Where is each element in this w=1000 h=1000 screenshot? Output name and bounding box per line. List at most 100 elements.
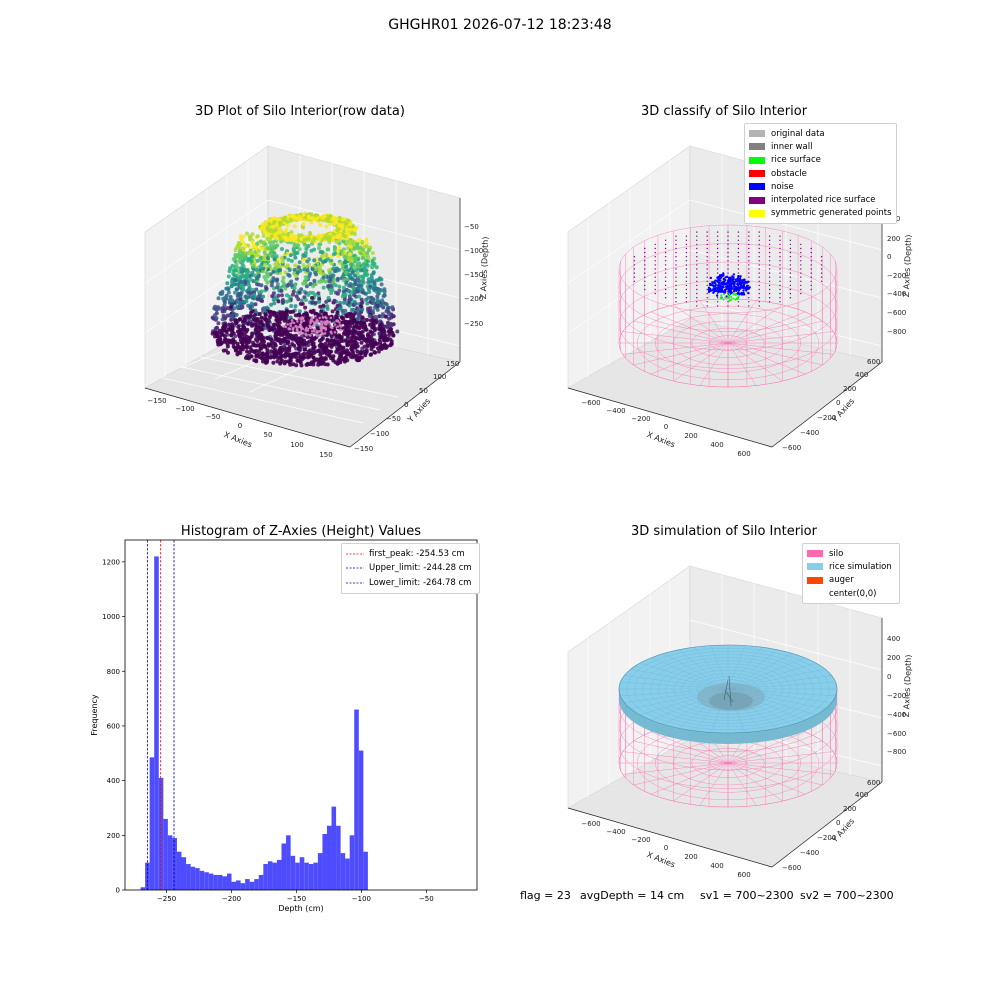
- scatter-point: [233, 334, 238, 339]
- panel1-axes-box: [144, 145, 461, 448]
- scatter-point: [256, 334, 261, 339]
- scatter-point: [278, 345, 283, 350]
- noise-point: [736, 283, 740, 286]
- histogram-bar: [290, 855, 296, 890]
- scatter-point: [222, 324, 226, 329]
- scatter-point: [335, 317, 340, 322]
- scatter-point: [314, 236, 319, 241]
- scatter-point: [242, 332, 247, 337]
- scatter-point: [321, 322, 326, 327]
- noise-point: [737, 293, 741, 296]
- scatter-point: [235, 293, 240, 298]
- scatter-point: [274, 260, 279, 265]
- interpolated-point: [716, 239, 719, 241]
- scatter-point: [282, 237, 287, 242]
- scatter-point: [265, 347, 270, 352]
- scatter-point: [271, 277, 276, 282]
- scatter-point: [241, 299, 246, 304]
- scatter-point: [297, 320, 302, 324]
- scatter-point: [213, 317, 218, 322]
- noise-point: [738, 279, 741, 283]
- scatter-point: [300, 224, 305, 229]
- scatter-point: [388, 321, 393, 326]
- scatter-point: [312, 258, 317, 263]
- scatter-point: [309, 336, 314, 340]
- scatter-point: [282, 361, 287, 366]
- scatter-point: [377, 300, 382, 305]
- scatter-point: [289, 214, 294, 219]
- scatter-point: [312, 266, 317, 271]
- scatter-point: [283, 326, 288, 330]
- interpolated-point: [768, 292, 771, 295]
- scatter-point: [318, 216, 323, 221]
- scatter-point: [235, 298, 240, 303]
- scatter-point: [273, 334, 278, 339]
- scatter-point: [364, 237, 369, 242]
- scatter-point: [337, 233, 342, 238]
- scatter-point: [243, 345, 248, 350]
- scatter-point: [346, 218, 351, 223]
- noise-point: [714, 279, 717, 282]
- scatter-point: [368, 329, 373, 334]
- noise-point: [729, 276, 732, 280]
- scatter-point: [357, 280, 362, 285]
- scatter-point: [327, 268, 331, 273]
- scatter-point: [376, 291, 381, 296]
- y-tick-label: 0: [116, 887, 120, 895]
- scatter-point: [358, 263, 362, 268]
- scatter-point: [286, 339, 291, 344]
- scatter-point: [272, 223, 277, 228]
- surface-mesh-ring: [720, 685, 736, 693]
- noise-point: [712, 288, 716, 291]
- scatter-point: [326, 343, 331, 348]
- panel2-ytick: 0: [836, 399, 840, 407]
- scatter-point: [232, 339, 237, 344]
- scatter-point: [256, 274, 261, 279]
- scatter-point: [254, 358, 259, 363]
- scatter-point: [323, 320, 327, 324]
- scatter-point: [347, 230, 352, 235]
- scatter-point: [218, 291, 223, 296]
- scatter-point: [339, 351, 344, 356]
- scatter-point: [339, 315, 344, 320]
- scatter-point: [292, 322, 296, 327]
- scatter-point: [304, 311, 309, 316]
- scatter-point: [277, 324, 282, 329]
- interpolated-point: [768, 268, 771, 270]
- noise-point: [729, 288, 732, 291]
- scatter-point: [391, 307, 396, 312]
- scatter-point: [252, 244, 256, 248]
- scatter-point: [220, 332, 225, 337]
- scatter-point: [359, 317, 364, 322]
- scatter-point: [302, 355, 307, 360]
- scatter-point: [218, 337, 223, 342]
- silo-floor-ring: [673, 740, 783, 786]
- scatter-point: [345, 342, 350, 346]
- histogram-reference-lines: [146, 540, 175, 890]
- scatter-point: [251, 262, 256, 267]
- scatter-point: [329, 278, 334, 283]
- scatter-point: [248, 304, 253, 309]
- scatter-point: [302, 235, 307, 240]
- scatter-point: [293, 321, 298, 326]
- interpolated-point: [737, 247, 740, 250]
- scatter-point: [331, 354, 336, 359]
- scatter-point: [348, 290, 353, 295]
- scatter-point: [315, 256, 320, 261]
- scatter-point: [255, 282, 259, 287]
- scatter-point: [324, 233, 329, 237]
- scatter-point: [351, 343, 356, 348]
- scatter-point: [255, 247, 260, 252]
- scatter-point: [282, 353, 287, 358]
- scatter-point: [302, 319, 306, 323]
- noise-point: [735, 286, 738, 289]
- scatter-point: [369, 276, 374, 280]
- scatter-point: [225, 313, 230, 318]
- scatter-point: [308, 215, 313, 220]
- scatter-point: [288, 327, 292, 331]
- scatter-point: [301, 312, 306, 317]
- scatter-point: [341, 300, 346, 305]
- scatter-point: [275, 282, 280, 287]
- scatter-point: [352, 340, 357, 345]
- scatter-point: [271, 231, 276, 236]
